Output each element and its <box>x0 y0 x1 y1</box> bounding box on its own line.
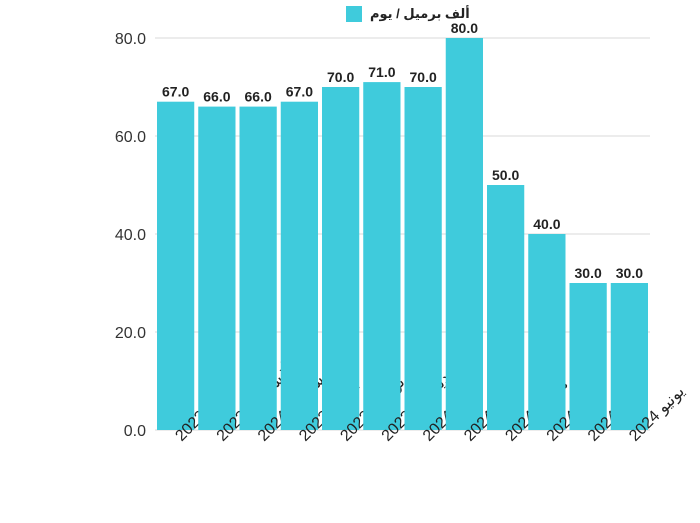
y-tick-label: 0.0 <box>124 423 146 440</box>
bar <box>198 106 236 430</box>
bar <box>569 283 607 430</box>
bar <box>404 87 442 430</box>
data-label: 70.0 <box>410 69 437 85</box>
data-label: 50.0 <box>492 167 519 183</box>
bar <box>280 101 318 430</box>
y-tick-label: 80.0 <box>115 31 146 48</box>
bar <box>157 101 195 430</box>
data-label: 40.0 <box>533 216 560 232</box>
data-label: 30.0 <box>575 265 602 281</box>
data-label: 80.0 <box>451 20 478 36</box>
y-tick-label: 40.0 <box>115 227 146 244</box>
data-label: 30.0 <box>616 265 643 281</box>
bar <box>528 234 566 430</box>
y-tick-label: 20.0 <box>115 325 146 342</box>
data-label: 67.0 <box>286 84 313 100</box>
data-label: 71.0 <box>368 64 395 80</box>
data-label: 66.0 <box>245 89 272 105</box>
bar <box>322 87 360 430</box>
bar <box>239 106 277 430</box>
bar <box>610 283 648 430</box>
bar <box>487 185 525 430</box>
legend-label: ألف برميل / يوم <box>370 6 470 21</box>
data-label: 70.0 <box>327 69 354 85</box>
y-tick-label: 60.0 <box>115 129 146 146</box>
legend: ألف برميل / يوم <box>346 6 470 22</box>
bar <box>363 82 401 430</box>
data-label: 67.0 <box>162 84 189 100</box>
legend-swatch <box>346 6 362 22</box>
bar <box>445 38 483 430</box>
data-label: 66.0 <box>203 89 230 105</box>
